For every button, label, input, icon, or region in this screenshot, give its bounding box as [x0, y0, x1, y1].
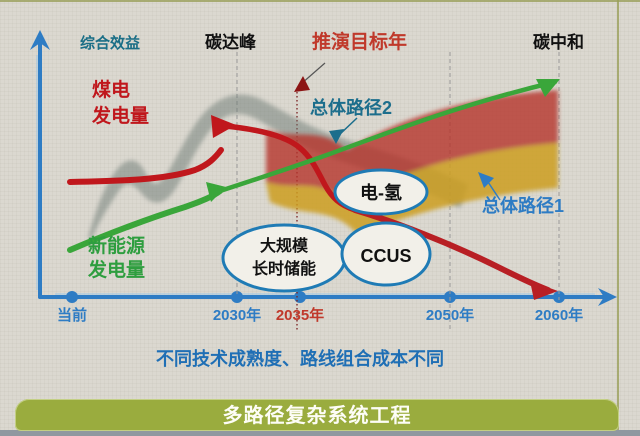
svg-text:煤电: 煤电 — [92, 78, 130, 101]
svg-text:不同技术成熟度、路线组合成本不同: 不同技术成熟度、路线组合成本不同 — [156, 348, 444, 369]
svg-text:发电量: 发电量 — [91, 104, 149, 127]
svg-text:新能源: 新能源 — [88, 234, 145, 257]
svg-text:大规模: 大规模 — [260, 236, 309, 255]
svg-text:2060年: 2060年 — [535, 306, 583, 324]
svg-text:综合效益: 综合效益 — [80, 34, 140, 52]
svg-text:碳中和: 碳中和 — [533, 32, 584, 52]
svg-text:长时储能: 长时储能 — [252, 259, 316, 278]
svg-text:总体路径1: 总体路径1 — [482, 195, 564, 216]
svg-text:电-氢: 电-氢 — [360, 182, 402, 203]
svg-text:CCUS: CCUS — [360, 246, 411, 266]
svg-text:2035年: 2035年 — [276, 306, 324, 324]
svg-text:发电量: 发电量 — [87, 258, 145, 281]
svg-text:总体路径2: 总体路径2 — [310, 97, 392, 118]
svg-text:2050年: 2050年 — [426, 306, 474, 324]
svg-text:推演目标年: 推演目标年 — [312, 30, 407, 53]
svg-text:碳达峰: 碳达峰 — [205, 32, 257, 52]
svg-text:当前: 当前 — [57, 306, 87, 324]
svg-text:2030年: 2030年 — [213, 306, 261, 324]
